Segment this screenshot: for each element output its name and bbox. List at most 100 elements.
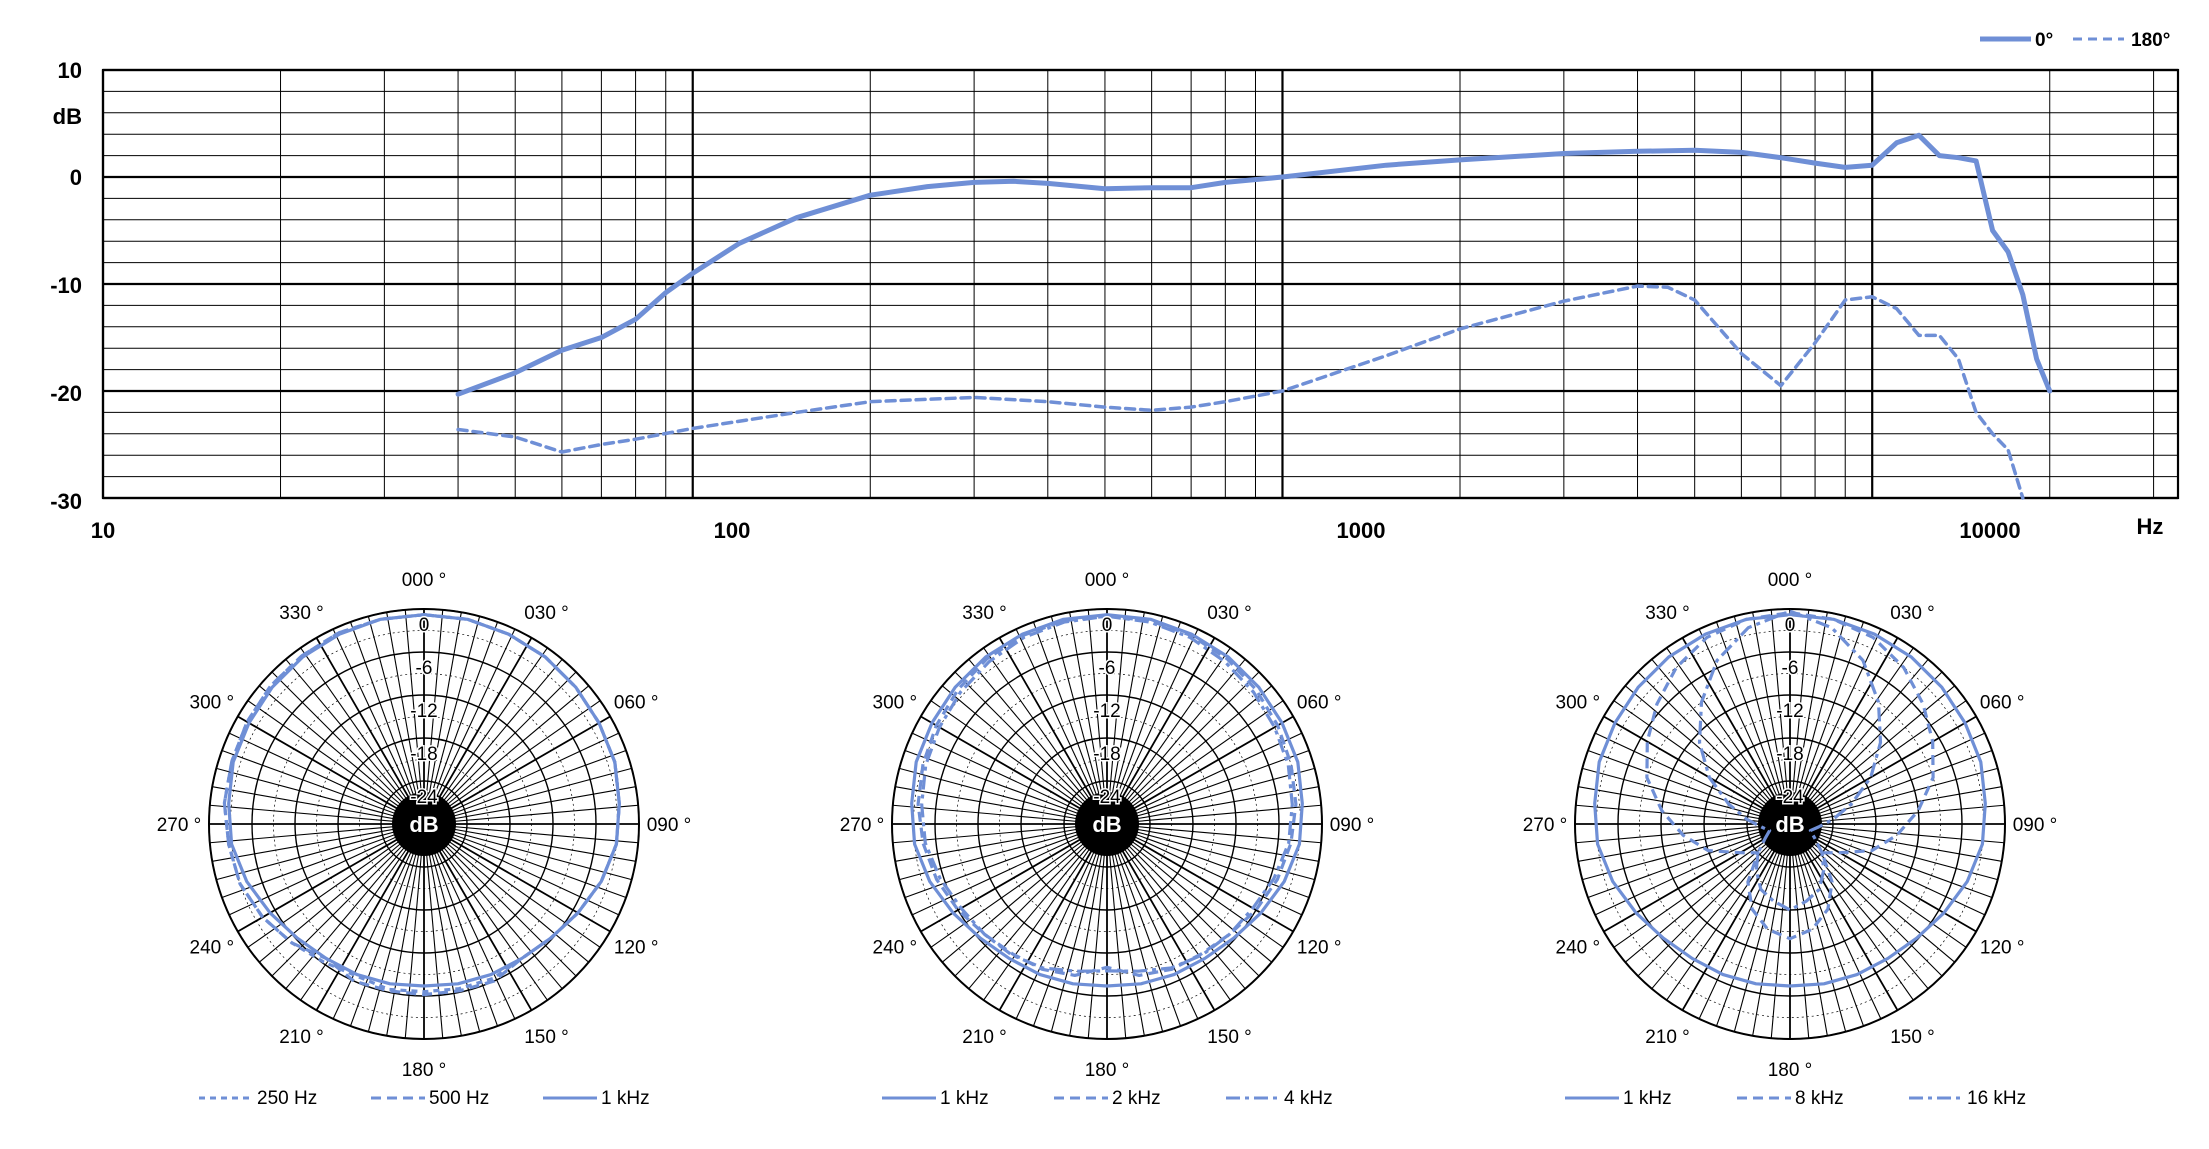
polar-spoke [954, 671, 1108, 825]
series-line-0deg [455, 132, 2053, 397]
polar-spoke [423, 823, 499, 1027]
x-tick-label: 1000 [1337, 518, 1386, 543]
polar-spoke [1789, 685, 1956, 825]
polar-series-line [1645, 611, 1935, 941]
x-axis-label: Hz [2137, 514, 2164, 539]
polar-spoke [1733, 616, 1791, 825]
center-label: dB [1775, 812, 1804, 837]
polar-spoke [423, 823, 601, 948]
polar-spoke [1106, 767, 1315, 825]
polar-spoke [285, 658, 425, 825]
polar-spoke [1789, 715, 1977, 825]
polar-legend: 1 kHz 2 kHz 4 kHz [882, 1088, 1333, 1109]
radial-label: -12 [1093, 701, 1120, 722]
polar-spoke [285, 823, 425, 990]
polar-spoke [1106, 609, 1127, 825]
polar-spoke [1789, 628, 1882, 825]
polar-spoke [1681, 823, 1791, 1011]
polar-spoke [895, 823, 1108, 862]
polar-spoke [247, 823, 425, 948]
polar-spoke [423, 767, 632, 825]
legend-label: 2 kHz [1112, 1088, 1161, 1109]
polar-spoke [983, 823, 1108, 1001]
polar-spoke [1624, 823, 1791, 963]
polar-spoke [423, 823, 481, 1032]
angle-label: 180 ° [402, 1060, 447, 1081]
frequency-response-legend: 0° 180° [1980, 30, 2170, 51]
polar-spoke [1715, 621, 1791, 825]
polar-spoke [423, 749, 627, 825]
polar-spoke [1032, 823, 1108, 1027]
polar-spoke [1106, 685, 1273, 825]
polar-spoke [423, 823, 563, 990]
polar-spoke [1666, 647, 1791, 825]
polar-spoke [1106, 823, 1315, 881]
plot-frame [101, 68, 2180, 500]
angle-label: 330 ° [279, 603, 324, 624]
polar-spoke [1698, 628, 1791, 825]
polar-spoke [1789, 823, 1882, 1020]
polar-spoke [1789, 823, 1993, 899]
legend-label: 1 kHz [601, 1088, 650, 1109]
angle-label: 060 ° [1980, 693, 2025, 714]
polar-legend: 250 Hz 500 Hz 1 kHz [199, 1088, 650, 1109]
polar-spoke [349, 823, 425, 1027]
polar-spoke [423, 628, 516, 825]
radial-label: -6 [416, 658, 433, 679]
polar-spoke [221, 823, 425, 899]
angle-label: 210 ° [962, 1027, 1007, 1048]
y-tick-label: 10 [58, 58, 82, 83]
polar-spoke [1106, 612, 1145, 825]
polar-spoke [423, 658, 563, 825]
polar-spoke [1106, 749, 1310, 825]
polar-spoke [968, 658, 1108, 825]
polar-grid [891, 608, 1323, 1040]
polar-spoke [423, 786, 636, 825]
polar-labels: 000 ° 030 ° 060 ° 090 ° 120 ° 150 ° 180 … [840, 570, 1375, 1081]
polar-spoke [1106, 823, 1199, 1020]
polar-spoke [1106, 823, 1260, 977]
polar-spoke [1106, 658, 1246, 825]
polar-spoke [332, 628, 425, 825]
polar-spoke [1106, 823, 1145, 1036]
radial-label: -18 [1093, 744, 1120, 765]
angle-label: 270 ° [840, 815, 885, 836]
polar-spoke [423, 616, 481, 825]
polar-spoke [1789, 612, 1828, 825]
polar-labels: 000 ° 030 ° 060 ° 090 ° 120 ° 150 ° 180 … [1523, 570, 2058, 1081]
legend-label: 250 Hz [257, 1088, 317, 1109]
angle-label: 330 ° [962, 603, 1007, 624]
polar-spoke [1789, 621, 1865, 825]
frequency-response-chart: 10 dB 0 -10 -20 -30 10 100 1000 10000 Hz… [50, 30, 2180, 543]
angle-label: 150 ° [1890, 1027, 1935, 1048]
polar-spoke [1789, 637, 1899, 825]
polar-spoke [1789, 823, 1943, 977]
legend-label-180deg: 180° [2131, 30, 2170, 51]
polar-labels: 000 ° 030 ° 060 ° 090 ° 120 ° 150 ° 180 … [157, 570, 692, 1081]
polar-spoke [1733, 823, 1791, 1032]
polar-spoke [1789, 823, 1929, 990]
polar-spoke [1106, 823, 1310, 899]
x-tick-label: 100 [714, 518, 751, 543]
polar-spoke [423, 671, 577, 825]
radial-label: -12 [1776, 701, 1803, 722]
polar-spoke [1789, 823, 1914, 1001]
polar-spoke [899, 767, 1108, 825]
polar-spoke [968, 823, 1108, 990]
polar-spoke [1106, 823, 1322, 844]
radial-label: -6 [1099, 658, 1116, 679]
polar-spoke [930, 700, 1108, 825]
polar-spoke [1789, 804, 2005, 825]
polar-spoke [1032, 621, 1108, 825]
polar-spoke [423, 685, 590, 825]
polar-spoke [1050, 616, 1108, 825]
radial-label: -24 [1776, 787, 1804, 808]
angle-label: 030 ° [1207, 603, 1252, 624]
polar-spoke [1106, 823, 1164, 1032]
angle-label: 150 ° [524, 1027, 569, 1048]
x-tick-label: 10 [91, 518, 115, 543]
polar-spoke [1106, 647, 1231, 825]
polar-spoke [367, 823, 425, 1032]
polar-spoke [1789, 700, 1967, 825]
polar-spoke [258, 823, 425, 963]
